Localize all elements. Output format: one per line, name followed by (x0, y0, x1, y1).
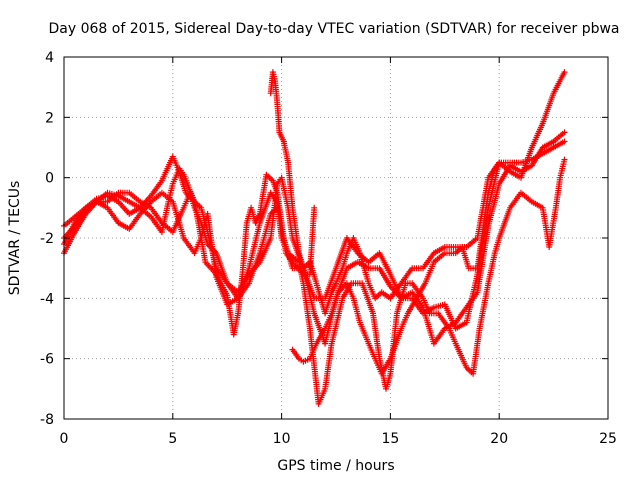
x-tick-label: 25 (599, 431, 617, 447)
data-point-marker (561, 138, 568, 145)
x-tick-label: 5 (168, 431, 177, 447)
series-track-5 (267, 69, 568, 317)
y-tick-label: 4 (45, 50, 54, 66)
axis-ticks: 0 5 10 15 20 25 -8 -6 -4 -2 0 2 4 (40, 50, 617, 447)
x-tick-label: 20 (490, 431, 508, 447)
x-axis-label: GPS time / hours (277, 458, 394, 474)
data-point-marker (561, 156, 568, 163)
x-tick-label: 15 (381, 431, 399, 447)
y-tick-label: -2 (40, 231, 54, 247)
x-tick-label: 0 (60, 431, 69, 447)
series-layer (61, 69, 568, 407)
y-axis-label: SDTVAR / TECUs (7, 181, 23, 296)
x-tick-label: 10 (273, 431, 291, 447)
y-tick-label: 2 (45, 110, 54, 126)
y-tick-label: 0 (45, 171, 54, 187)
chart-title: Day 068 of 2015, Sidereal Day-to-day VTE… (48, 21, 619, 37)
data-point-marker (561, 129, 568, 136)
data-point-marker (311, 204, 318, 211)
y-tick-label: -8 (40, 412, 54, 428)
grid-lines (64, 57, 608, 419)
y-tick-label: -4 (40, 291, 54, 307)
series-track-6 (289, 159, 503, 377)
y-tick-label: -6 (40, 352, 54, 368)
data-point-marker (561, 69, 568, 76)
data-point-marker (496, 159, 503, 166)
